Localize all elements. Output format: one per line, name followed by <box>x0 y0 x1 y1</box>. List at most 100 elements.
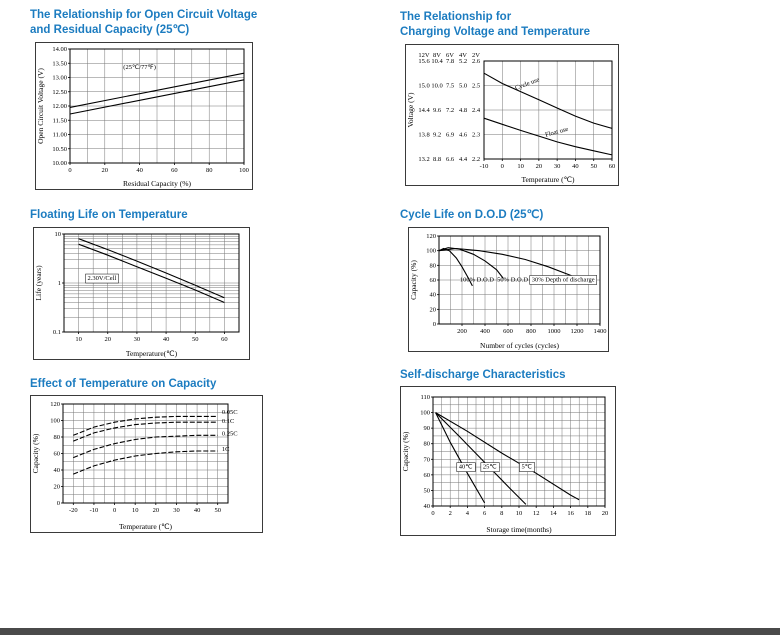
chart-svg: 10 20 30 40 50 60 0.1 1 10 Temperature(℃) Life (ye… <box>34 231 240 358</box>
svg-text:8.8: 8.8 <box>433 156 441 163</box>
svg-text:4.4: 4.4 <box>459 156 468 163</box>
svg-text:120: 120 <box>50 401 60 408</box>
svg-text:14.00: 14.00 <box>52 46 67 53</box>
svg-text:4: 4 <box>466 510 470 517</box>
svg-text:40: 40 <box>424 503 431 510</box>
svg-text:90: 90 <box>424 425 431 432</box>
svg-text:10: 10 <box>55 231 62 238</box>
svg-text:60: 60 <box>430 277 437 284</box>
svg-text:80: 80 <box>206 167 213 174</box>
svg-text:0: 0 <box>57 500 60 507</box>
svg-text:6.6: 6.6 <box>446 156 455 163</box>
svg-text:50: 50 <box>192 336 199 343</box>
svg-text:50: 50 <box>424 487 431 494</box>
svg-text:80: 80 <box>54 434 61 441</box>
svg-text:0.1C: 0.1C <box>222 418 234 425</box>
svg-text:10.4: 10.4 <box>431 58 443 65</box>
svg-text:11.00: 11.00 <box>53 132 67 139</box>
svg-text:2.3: 2.3 <box>472 132 480 139</box>
svg-text:15.6: 15.6 <box>418 58 430 65</box>
chart-block-effect-of-temperature-on-capacity: Effect of Temperature on Capacity -20 -10… <box>30 377 263 533</box>
svg-text:2V: 2V <box>472 52 480 59</box>
svg-text:20: 20 <box>105 336 112 343</box>
svg-text:100% D.O.D: 100% D.O.D <box>460 276 494 283</box>
svg-text:-20: -20 <box>69 507 78 514</box>
chart-block-floating-life-on-temperature: Floating Life on Temperature 10 20 30 40 50 6… <box>30 208 250 360</box>
svg-text:100: 100 <box>239 167 249 174</box>
svg-text:12.50: 12.50 <box>52 89 67 96</box>
svg-text:20: 20 <box>54 484 61 491</box>
svg-text:14.4: 14.4 <box>418 107 430 114</box>
svg-text:(25℃/77℉): (25℃/77℉) <box>123 64 156 71</box>
svg-text:40℃: 40℃ <box>459 464 474 471</box>
chart-title-ocv-vs-residual-capacity: The Relationship for Open Circuit Voltag… <box>30 9 258 36</box>
svg-text:6V: 6V <box>446 52 454 59</box>
chart-title-charging-voltage-vs-temperature: The Relationship for Charging Voltage an… <box>400 11 590 38</box>
svg-text:8: 8 <box>500 510 503 517</box>
svg-text:30: 30 <box>554 163 561 170</box>
svg-text:Open Circuit Voltage (V): Open Circuit Voltage (V) <box>36 68 45 144</box>
svg-text:80: 80 <box>424 441 431 448</box>
svg-text:13.50: 13.50 <box>52 60 67 67</box>
svg-text:9.6: 9.6 <box>433 107 442 114</box>
svg-text:70: 70 <box>424 456 431 463</box>
svg-text:Voltage (V): Voltage (V) <box>406 92 415 128</box>
svg-text:Temperature (℃): Temperature (℃) <box>119 522 173 531</box>
svg-text:2.30V/Cell: 2.30V/Cell <box>88 275 117 282</box>
svg-text:14: 14 <box>550 510 557 517</box>
svg-text:4.8: 4.8 <box>459 107 467 114</box>
chart-block-charging-voltage-vs-temperature: The Relationship for Charging Voltage an… <box>400 10 619 186</box>
svg-text:110: 110 <box>420 394 430 401</box>
svg-text:13.8: 13.8 <box>418 132 429 139</box>
svg-text:1400: 1400 <box>594 328 607 335</box>
svg-text:50: 50 <box>590 163 597 170</box>
svg-text:0.1: 0.1 <box>53 329 61 336</box>
svg-text:Capacity (%): Capacity (%) <box>409 260 418 300</box>
svg-text:20: 20 <box>536 163 543 170</box>
svg-text:5.2: 5.2 <box>459 58 467 65</box>
svg-text:20: 20 <box>153 507 160 514</box>
svg-text:800: 800 <box>526 328 536 335</box>
chart-svg: 0 20 40 60 80 100 10.00 10.50 11.00 11.50 12.00 12.… <box>36 46 249 188</box>
svg-text:5.0: 5.0 <box>459 83 467 90</box>
svg-text:7.8: 7.8 <box>446 58 454 65</box>
svg-text:30% Depth of discharge: 30% Depth of discharge <box>532 276 595 283</box>
svg-text:400: 400 <box>480 328 490 335</box>
svg-text:20: 20 <box>430 306 437 313</box>
svg-text:120: 120 <box>426 233 436 240</box>
svg-text:0: 0 <box>501 163 504 170</box>
svg-text:10.0: 10.0 <box>431 83 442 90</box>
svg-text:2.4: 2.4 <box>472 107 481 114</box>
svg-text:0: 0 <box>68 167 71 174</box>
svg-text:20: 20 <box>102 167 109 174</box>
svg-text:7.2: 7.2 <box>446 107 454 114</box>
chart-title-self-discharge-characteristics: Self-discharge Characteristics <box>400 369 566 381</box>
svg-text:12V: 12V <box>418 52 430 59</box>
svg-text:40: 40 <box>136 167 143 174</box>
svg-text:Float use: Float use <box>544 126 569 139</box>
svg-text:50% D.O.D: 50% D.O.D <box>497 276 528 283</box>
svg-text:6.9: 6.9 <box>446 132 454 139</box>
svg-text:60: 60 <box>171 167 178 174</box>
svg-text:60: 60 <box>424 472 431 479</box>
svg-text:7.5: 7.5 <box>446 83 454 90</box>
svg-text:10: 10 <box>132 507 139 514</box>
svg-text:Temperature(℃): Temperature(℃) <box>126 349 178 358</box>
svg-text:1C: 1C <box>222 446 230 453</box>
svg-text:0: 0 <box>433 321 436 328</box>
svg-text:Capacity (%): Capacity (%) <box>31 433 40 473</box>
svg-text:Temperature (℃): Temperature (℃) <box>521 175 575 184</box>
svg-text:5℃: 5℃ <box>521 464 532 471</box>
svg-text:Capacity (%): Capacity (%) <box>401 431 410 471</box>
svg-text:0: 0 <box>431 510 434 517</box>
svg-text:1: 1 <box>58 280 61 287</box>
chart-svg: -10 0 10 20 30 40 50 60 Temperature (℃) Voltage (… <box>406 52 615 184</box>
svg-text:8V: 8V <box>433 52 441 59</box>
chart-block-ocv-vs-residual-capacity: The Relationship for Open Circuit Voltag… <box>30 8 257 190</box>
svg-text:40: 40 <box>194 507 201 514</box>
svg-text:Cycle use: Cycle use <box>514 76 540 92</box>
svg-text:40: 40 <box>572 163 579 170</box>
svg-text:100: 100 <box>426 248 436 255</box>
chart-title-floating-life-on-temperature: Floating Life on Temperature <box>30 209 188 221</box>
